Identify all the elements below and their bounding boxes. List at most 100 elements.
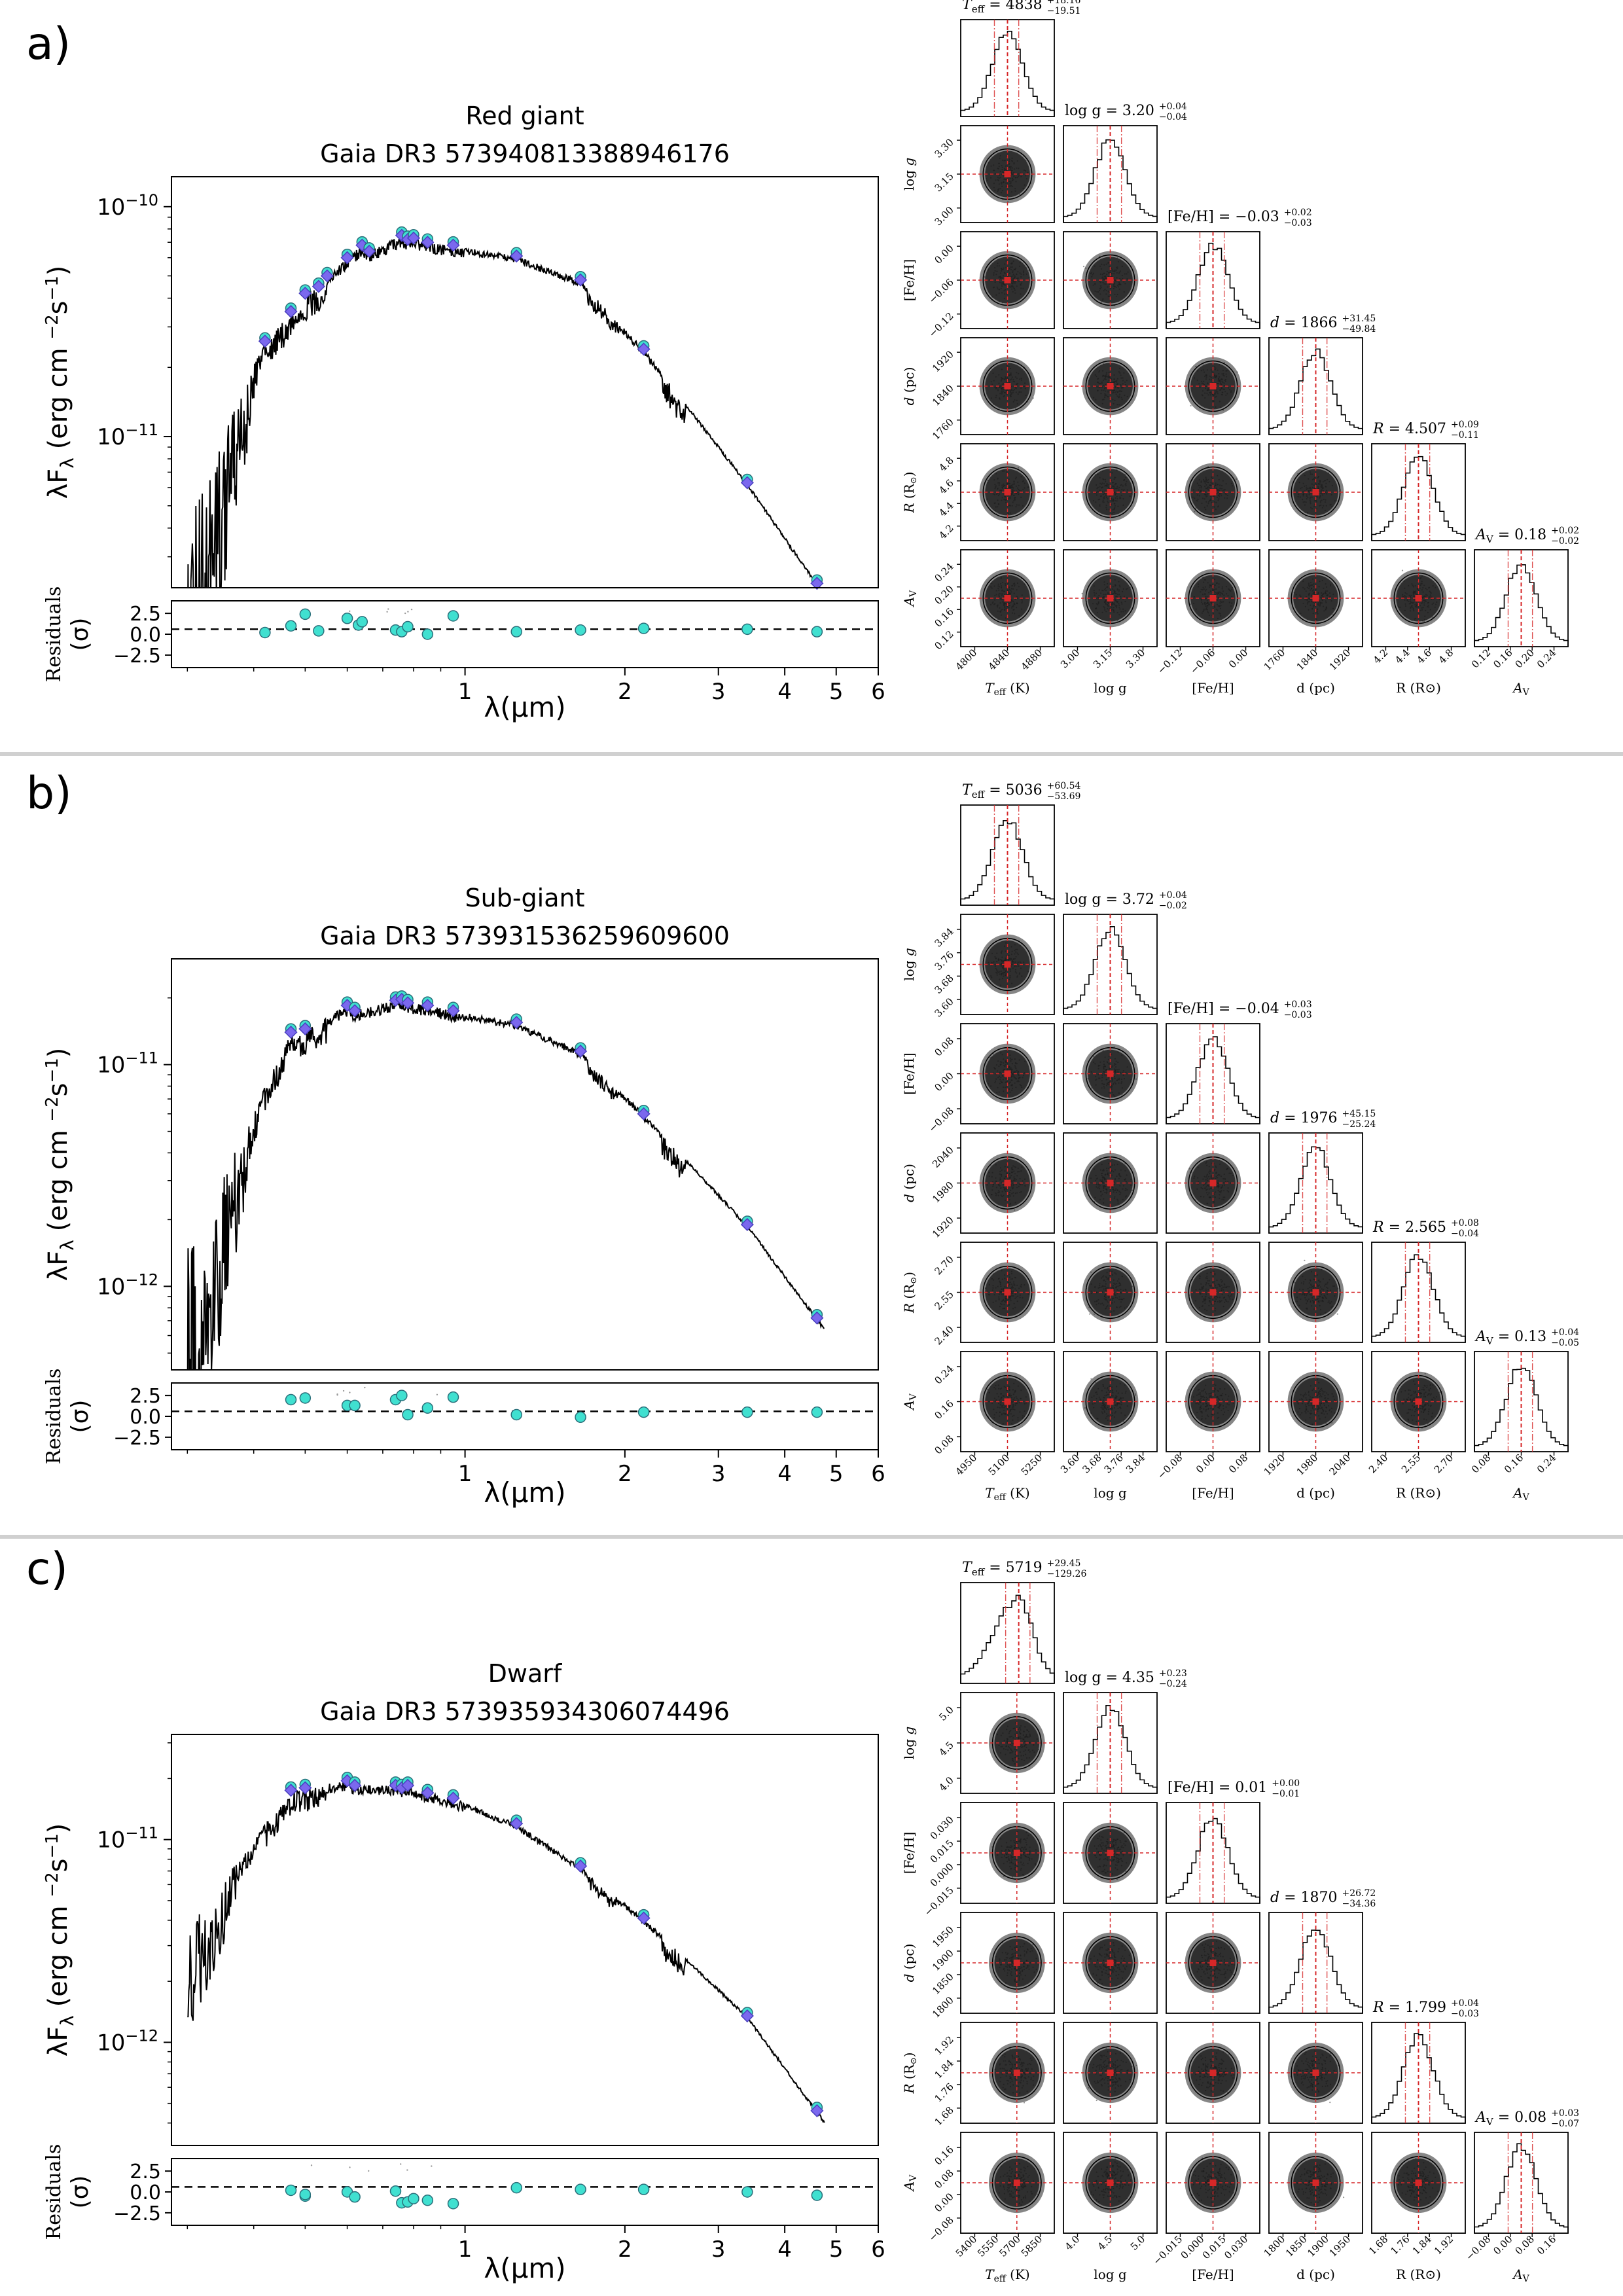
y-axis-label: λFλ (erg cm −2s−1): [43, 1048, 78, 1282]
sed-axes-frame: [171, 176, 879, 588]
residual-y-tick-label: 2.5: [130, 1385, 161, 1408]
corner-ylab: A: [901, 597, 917, 607]
best-fit-marker: [1004, 1289, 1011, 1296]
corner-y-axis-label: [Fe/H]: [901, 1052, 917, 1094]
corner-axis-text: R (R⊙): [1396, 680, 1441, 696]
corner-title-value: = 1866: [1279, 315, 1342, 331]
corner-title-sub: eff: [972, 3, 986, 15]
residual-point: [741, 1406, 753, 1418]
corner-title-plus: +31.45: [1342, 314, 1376, 324]
corner-y-tick-label: 0.16: [932, 1398, 955, 1422]
model-flux-diamond: [284, 304, 298, 318]
residual-point: [421, 1402, 434, 1414]
corner-title-value: = −0.03: [1214, 209, 1284, 225]
model-flux-diamond: [258, 334, 272, 348]
model-flux-diamond: [740, 476, 754, 490]
model-flux-diamond: [510, 249, 524, 263]
corner-x-axis-label: AV: [1512, 680, 1529, 698]
residual-point: [510, 1408, 522, 1421]
residual-point: [299, 1392, 312, 1404]
best-fit-marker: [1004, 1070, 1011, 1077]
corner-title-plus: +0.04: [1159, 101, 1187, 112]
corner-ylab-unit: (R: [901, 483, 917, 503]
corner-y-tick-label: 0.12: [932, 628, 955, 652]
corner-x-tick-label: 3.15: [1091, 647, 1115, 670]
best-fit-marker: [1312, 489, 1319, 495]
corner-title-plus: +18.16: [1047, 0, 1081, 6]
corner-title: log g = 3.20 +0.04: [1065, 101, 1187, 119]
corner-axis-unit: (K): [1006, 680, 1030, 696]
residual-point: [637, 1406, 650, 1418]
corner-ylab: d: [901, 1194, 917, 1202]
residual-point: [285, 620, 297, 632]
residual-noise-dot: [407, 611, 409, 613]
residual-noise-dot: [342, 1390, 345, 1392]
x-tick-label: 6: [871, 1461, 885, 1487]
corner-y-axis-label: R (R⊙): [901, 472, 919, 514]
corner-x-tick-label: 0.16: [1491, 647, 1514, 670]
corner-y-tick-label: 2040: [930, 1144, 956, 1170]
corner-x-axis-label: log g: [1094, 680, 1127, 696]
corner-x-tick-label: 3.30: [1124, 647, 1147, 670]
residual-axes-frame: [171, 1382, 879, 1450]
corner-title-minus: −0.02: [1551, 536, 1579, 547]
corner-title-param: A: [1474, 527, 1486, 543]
residual-point: [356, 616, 368, 628]
plot-title: Red giant: [465, 101, 584, 130]
best-fit-marker: [1107, 489, 1114, 495]
residual-point: [447, 610, 459, 622]
corner-x-axis-label: Teff (K): [985, 1485, 1029, 1503]
corner-ylab-sub: V: [908, 1393, 919, 1401]
residual-noise-dot: [387, 608, 389, 610]
corner-title-value: = 1976: [1279, 1110, 1342, 1126]
corner-ylab-unit: (pc): [901, 1164, 917, 1194]
model-spectrum-line: [187, 1000, 825, 1370]
corner-y-tick-label: 2.40: [932, 1323, 955, 1347]
model-flux-diamond: [298, 287, 312, 300]
corner-plot-1: Teff = 5036 +60.54−53.693.603.683.763.84…: [901, 781, 1579, 1503]
corner-plot-0: Teff = 4838 +18.16−19.513.003.153.30log …: [901, 0, 1579, 698]
corner-title-plus: +0.02: [1551, 526, 1579, 536]
corner-y-axis-label: d (pc): [901, 367, 917, 406]
residual-noise-dot: [386, 611, 388, 613]
corner-y-tick-label: 2.70: [932, 1253, 955, 1277]
corner-axis-text: d (pc): [1296, 680, 1335, 696]
corner-ylab: log: [901, 166, 917, 191]
residual-noise-dot: [404, 612, 406, 615]
residual-point: [575, 1411, 586, 1424]
corner-title-value: = 4.507: [1384, 421, 1451, 437]
corner-ylab-unit: (R: [901, 1283, 917, 1303]
best-fit-marker: [1107, 277, 1114, 283]
residual-axes-frame: [171, 600, 879, 668]
ylabel-close: ): [43, 266, 73, 276]
corner-y-tick-label: 3.76: [932, 949, 955, 973]
sed-axes-frame: [171, 958, 879, 1371]
corner-axis-sub: V: [1522, 687, 1530, 698]
residual-y-tick-label: 2.5: [130, 603, 161, 626]
best-fit-marker: [1004, 171, 1011, 177]
corner-title-value: = 4838: [984, 0, 1046, 13]
corner-title: d = 1866 +31.45: [1270, 314, 1376, 331]
corner-title-param: R: [1372, 1219, 1384, 1236]
ylabel-exp1: −2: [43, 314, 62, 339]
x-axis-label: λ(μm): [484, 1477, 565, 1509]
best-fit-marker: [1004, 277, 1011, 283]
corner-ylab-g: g: [901, 158, 917, 166]
ylabel-exp2: −1: [43, 276, 62, 300]
corner-title-plus: +0.03: [1284, 999, 1312, 1010]
residual-ylabel: Residuals: [43, 586, 65, 683]
ylabel-sub: λ: [56, 1240, 78, 1251]
residual-sigma-label: (σ): [67, 618, 94, 651]
ylabel-main: λF: [43, 469, 73, 499]
corner-x-tick-label: 4.4: [1393, 647, 1412, 666]
posterior-sample: [1336, 1313, 1338, 1315]
x-axis-label: λ(μm): [484, 691, 565, 723]
best-fit-marker: [1004, 1398, 1011, 1405]
corner-x-tick-label: 0.24: [1535, 647, 1558, 670]
corner-axis-text: [Fe/H]: [1192, 680, 1234, 696]
corner-title-plus: +60.54: [1047, 781, 1081, 791]
corner-ylab: [Fe/H]: [901, 259, 917, 301]
corner-x-tick-label: −0.06: [1188, 647, 1217, 676]
corner-y-tick-label: 3.84: [932, 925, 955, 949]
